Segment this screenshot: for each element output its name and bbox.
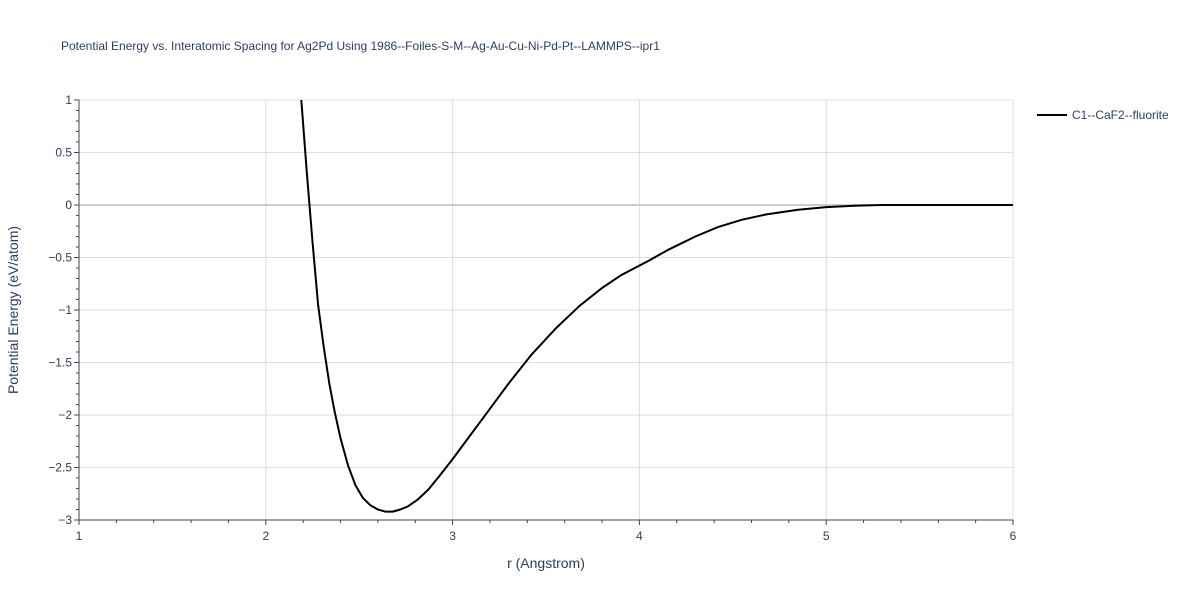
y-tick-label: −0.5 [48, 251, 72, 265]
x-tick-label: 1 [76, 529, 83, 543]
y-tick-label: 0 [65, 198, 72, 212]
x-tick-label: 5 [823, 529, 830, 543]
y-tick-label: 0.5 [55, 146, 72, 160]
x-tick-label: 3 [449, 529, 456, 543]
y-axis-title: Potential Energy (eV/atom) [5, 226, 21, 394]
axes: 1 2 3 4 5 6 1 0.5 0 −0.5 −1 −1.5 −2 −2.5 −3 [48, 93, 1016, 543]
y-tick-label: −2.5 [48, 461, 72, 475]
y-tick-label: −2 [58, 408, 72, 422]
series-line[interactable] [300, 100, 1013, 513]
chart-title: Potential Energy vs. Interatomic Spacing… [61, 39, 660, 53]
series-layer [300, 100, 1013, 513]
x-tick-label: 2 [262, 529, 269, 543]
x-tick-label: 4 [636, 529, 643, 543]
x-axis-title: r (Angstrom) [507, 555, 585, 571]
y-tick-label: −3 [58, 513, 72, 527]
y-tick-label: −1.5 [48, 356, 72, 370]
grid [79, 99, 1014, 520]
x-tick-label: 6 [1010, 529, 1017, 543]
legend-item-label: C1--CaF2--fluorite [1072, 108, 1169, 122]
y-tick-label: 1 [65, 93, 72, 107]
legend[interactable]: C1--CaF2--fluorite [1037, 108, 1169, 122]
y-tick-label: −1 [58, 303, 72, 317]
